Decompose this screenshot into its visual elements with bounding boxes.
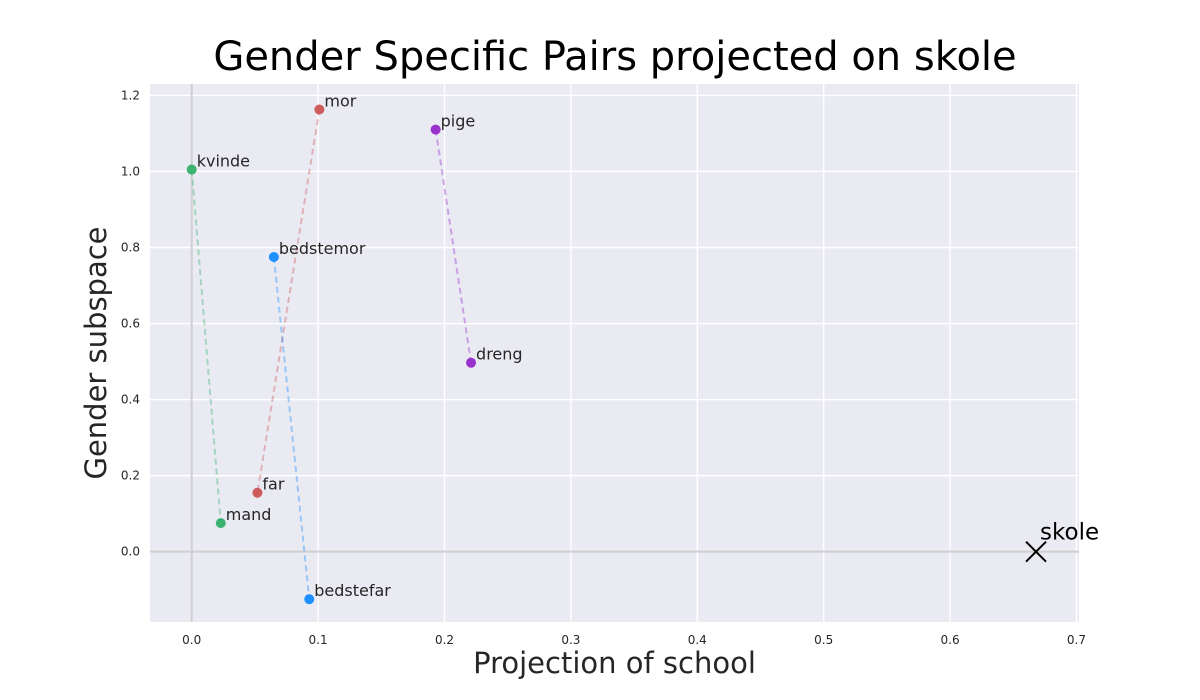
y-tick-label: 0.6 xyxy=(121,317,140,331)
y-tick-label: 1.0 xyxy=(121,164,140,178)
y-tick-label: 0.4 xyxy=(121,393,140,407)
x-tick-label: 0.4 xyxy=(688,633,707,647)
point-label: far xyxy=(262,475,284,494)
x-axis-label: Projection of school xyxy=(473,646,756,680)
point-label: bedstefar xyxy=(314,581,391,600)
pair-connector-line xyxy=(190,169,222,524)
point-label: kvinde xyxy=(197,152,250,171)
pair-connector-line xyxy=(256,109,321,493)
point-label: pige xyxy=(441,112,476,131)
y-axis-label: Gender subspace xyxy=(79,226,113,480)
y-tick-label: 0.0 xyxy=(121,545,140,559)
reference-marker-stroke xyxy=(1025,540,1047,563)
x-tick-label: 0.1 xyxy=(309,633,328,647)
point-label: dreng xyxy=(476,345,523,364)
data-point xyxy=(215,518,226,529)
y-tick-label: 0.2 xyxy=(121,469,140,483)
x-tick-label: 0.6 xyxy=(941,633,960,647)
pair-connector-line xyxy=(272,256,311,600)
data-point xyxy=(268,251,279,262)
point-label: bedstemor xyxy=(279,239,366,258)
point-label: mor xyxy=(324,91,356,110)
x-tick-label: 0.5 xyxy=(814,633,833,647)
y-tick-label: 0.8 xyxy=(121,240,140,254)
data-point xyxy=(430,124,441,135)
reference-label: skole xyxy=(1040,520,1099,546)
data-point xyxy=(304,594,315,605)
data-point xyxy=(466,357,477,368)
x-tick-label: 0.3 xyxy=(561,633,580,647)
data-point xyxy=(252,487,263,498)
data-point xyxy=(314,104,325,115)
x-tick-label: 0.0 xyxy=(182,633,201,647)
x-tick-label: 0.7 xyxy=(1067,633,1086,647)
point-label: mand xyxy=(226,505,272,524)
y-tick-label: 1.2 xyxy=(121,88,140,102)
x-tick-label: 0.2 xyxy=(435,633,454,647)
plot-area xyxy=(150,84,1079,622)
chart-title: Gender Specific Pairs projected on skole xyxy=(213,34,1017,80)
data-point xyxy=(186,164,197,175)
